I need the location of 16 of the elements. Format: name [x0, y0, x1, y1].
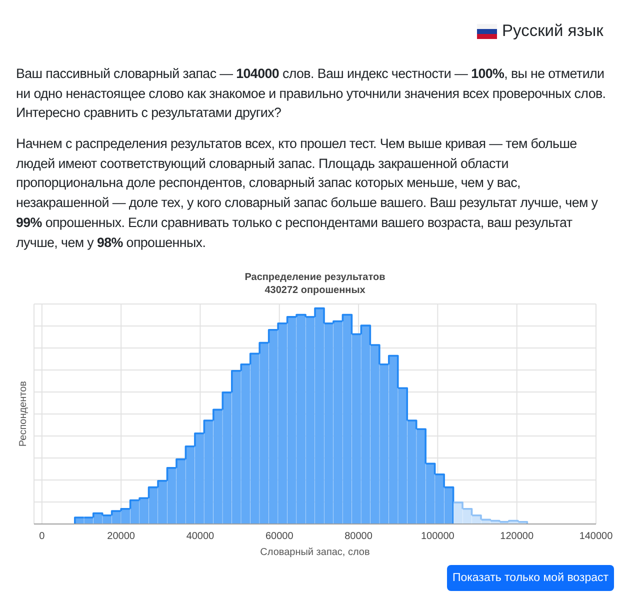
x-tick-label: 120000 [500, 531, 534, 542]
x-tick-label: 0 [39, 531, 46, 542]
chart-title: Распределение результатов [244, 272, 386, 283]
text: Ваш пассивный словарный запас — 104000 слов. Ваш индекс честности — 100%, вы не отметили ни одно ненастоящее слово как знакомое и правильно уточнили значения всех проверочных слов. Интересно сравнить с результатами других? [16, 66, 606, 120]
x-tick-label: 80000 [344, 531, 373, 542]
y-axis-title: Респондентов [18, 381, 28, 447]
x-tick-label: 140000 [579, 531, 614, 542]
text: Русский язык [502, 22, 604, 40]
x-tick-label: 20000 [107, 531, 136, 542]
x-axis-title: Словарный запас, слов [260, 547, 370, 558]
x-tick-label: 40000 [186, 531, 215, 542]
text: Начнем с распределения результатов всех, кто прошел тест. Чем выше кривая — тем больше людей имеют соответствующий словарный запас. Площадь закрашенной области пропорциональна доле респондентов, словарный запас которых меньше, чем у вас, незакрашенной — доле тех, у кого словарный запас больше вашего. Ваш результат лучше, чем у 99% опрошенных. Если сравнивать только с респондентами вашего возраста, ваш результат лучше, чем у 98% опрошенных. [16, 136, 598, 250]
x-tick-label: 100000 [421, 531, 455, 542]
chart-subtitle: 430272 опрошенных [264, 285, 366, 296]
x-tick-label: 60000 [265, 531, 294, 542]
button[interactable]: Показать только мой возраст [447, 565, 614, 591]
